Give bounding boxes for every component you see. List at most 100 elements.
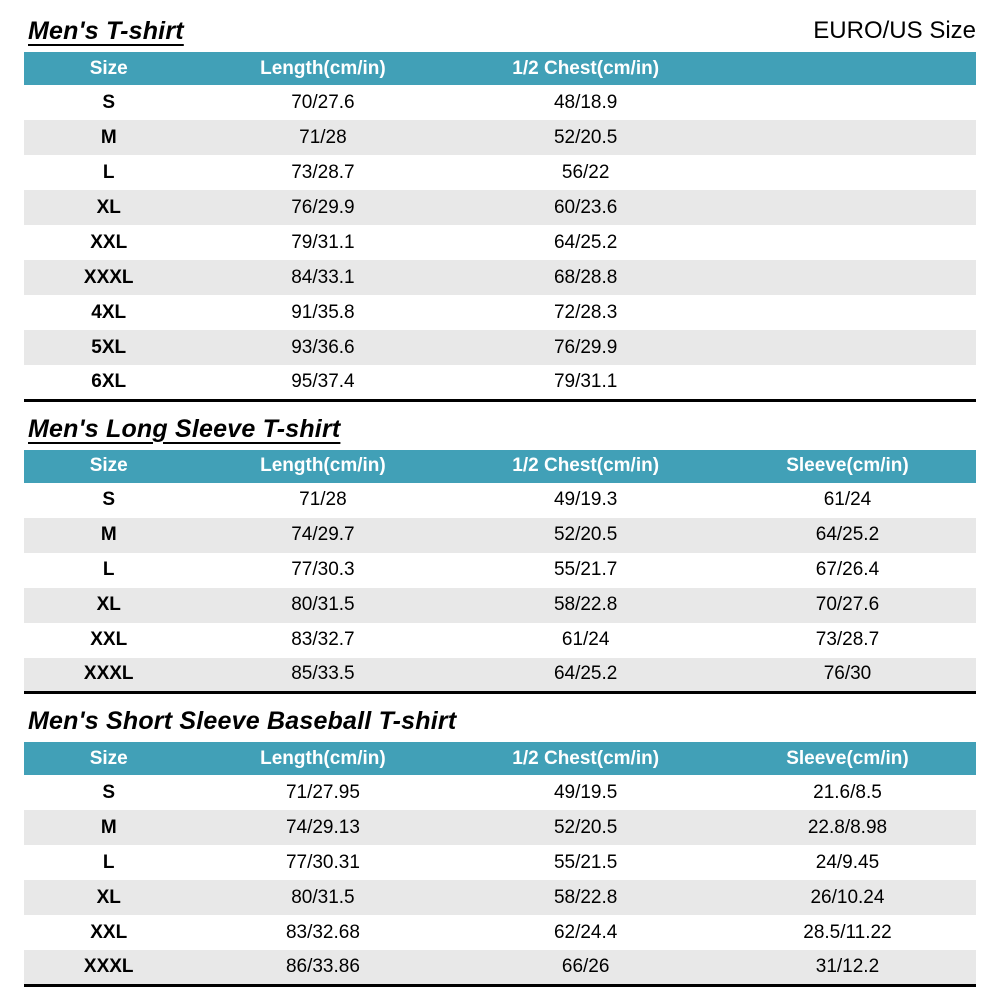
header-row: Size Length(cm/in) 1/2 Chest(cm/in) Sleeve(… (24, 742, 976, 775)
measurement-cell: 52/20.5 (553, 126, 618, 148)
size-row: XXL 83/32.68 62/24.4 28.5/11.22 (24, 915, 976, 950)
size-cell: XXXL (83, 266, 134, 288)
size-cell: 5XL (91, 336, 127, 358)
measurement-cell: 80/31.5 (291, 886, 355, 908)
size-table: Size Length(cm/in) 1/2 Chest(cm/in) Sleeve(… (24, 742, 976, 987)
measurement-cell: 68/28.8 (553, 266, 618, 288)
size-cell: L (102, 851, 115, 873)
measurement-cell (719, 190, 976, 225)
size-cell: S (102, 489, 116, 510)
size-cell: L (102, 161, 115, 183)
size-cell: L (102, 559, 115, 580)
measurement-cell: 58/22.8 (553, 594, 618, 615)
column-header: Size (24, 449, 194, 483)
measurement-cell: 61/24 (823, 489, 872, 510)
size-cell: M (100, 816, 117, 838)
size-table: Size Length(cm/in) 1/2 Chest(cm/in) S 70/27… (24, 52, 976, 402)
measurement-cell: 52/20.5 (553, 524, 618, 545)
measurement-cell: 71/28 (299, 489, 347, 510)
measurement-cell: 64/25.2 (553, 231, 618, 253)
size-row: XL 80/31.5 58/22.8 70/27.6 (24, 587, 976, 623)
measurement-cell (719, 120, 976, 155)
measurement-cell: 70/27.6 (291, 91, 355, 113)
column-header: 1/2 Chest(cm/in) (452, 449, 719, 483)
column-header: Sleeve(cm/in) (718, 449, 976, 483)
measurement-cell: 74/29.7 (291, 524, 355, 545)
size-row: S 70/27.6 48/18.9 (24, 85, 976, 120)
column-header: 1/2 Chest(cm/in) (452, 52, 719, 85)
size-row: L 73/28.7 56/22 (24, 155, 976, 190)
measurement-cell: 26/10.24 (810, 886, 885, 908)
table-body: S 70/27.6 48/18.9 M 71/28 52/20.5 L 73/28.7 56/2… (24, 85, 976, 400)
column-header: Length(cm/in) (193, 742, 453, 775)
measurement-cell: 83/32.7 (291, 629, 355, 650)
header-row: Size Length(cm/in) 1/2 Chest(cm/in) Sleeve(… (24, 449, 976, 483)
measurement-cell (719, 155, 976, 190)
measurement-cell: 61/24 (561, 629, 610, 650)
section-title-row: Men's Long Sleeve T-shirt (24, 408, 976, 444)
size-row: XXXL 85/33.5 64/25.2 76/30 (24, 657, 976, 693)
measurement-cell: 62/24.4 (553, 921, 618, 943)
section-title-row: Men's Short Sleeve Baseball T-shirt (24, 700, 976, 736)
column-header: Size (24, 52, 194, 85)
table-title: Men's Short Sleeve Baseball T-shirt (28, 707, 457, 735)
measurement-cell: 71/28 (299, 126, 347, 148)
column-header: Size (24, 742, 194, 775)
measurement-cell: 80/31.5 (291, 594, 355, 615)
column-header: 1/2 Chest(cm/in) (452, 742, 719, 775)
table-header: Size Length(cm/in) 1/2 Chest(cm/in) Sleeve(… (24, 449, 976, 483)
size-row: 6XL 95/37.4 79/31.1 (24, 365, 976, 400)
measurement-cell: 73/28.7 (291, 161, 355, 183)
size-row: XXL 83/32.7 61/24 73/28.7 (24, 622, 976, 658)
size-cell: M (100, 524, 117, 545)
column-header (718, 52, 976, 85)
measurement-cell: 73/28.7 (815, 629, 880, 650)
size-row: S 71/28 49/19.3 61/24 (24, 482, 976, 518)
measurement-cell: 95/37.4 (291, 370, 355, 392)
measurement-cell: 91/35.8 (291, 301, 355, 323)
size-cell: XL (96, 886, 121, 908)
measurement-cell: 52/20.5 (553, 816, 618, 838)
measurement-cell: 77/30.3 (291, 559, 355, 580)
size-cell: S (102, 91, 116, 113)
size-row: XXL 79/31.1 64/25.2 (24, 225, 976, 260)
size-row: 4XL 91/35.8 72/28.3 (24, 295, 976, 330)
measurement-cell: 48/18.9 (553, 91, 618, 113)
measurement-cell (719, 295, 976, 330)
size-cell: XXXL (83, 955, 134, 977)
measurement-cell: 28.5/11.22 (803, 921, 892, 943)
size-row: L 77/30.3 55/21.7 67/26.4 (24, 552, 976, 588)
size-table-section: Men's T-shirt EURO/US Size Size Length(cm… (24, 10, 976, 402)
column-header: Length(cm/in) (193, 52, 453, 85)
measurement-cell (719, 85, 976, 120)
size-row: XL 76/29.9 60/23.6 (24, 190, 976, 225)
table-body: S 71/28 49/19.3 61/24 M 74/29.7 52/20.5 64/25.2… (24, 482, 976, 693)
size-row: XXXL 84/33.1 68/28.8 (24, 260, 976, 295)
table-title: Men's T-shirt (28, 17, 184, 45)
measurement-cell (719, 260, 976, 295)
measurement-cell: 55/21.5 (553, 851, 618, 873)
size-table-section: Men's Long Sleeve T-shirt Size Length(cm/… (24, 408, 976, 694)
measurement-cell: 79/31.1 (553, 370, 618, 392)
size-standard-label: EURO/US Size (813, 17, 976, 44)
size-cell: XXL (90, 921, 128, 943)
measurement-cell: 86/33.86 (285, 955, 360, 977)
measurement-cell: 56/22 (561, 161, 610, 183)
measurement-cell: 71/27.95 (285, 781, 360, 803)
measurement-cell: 70/27.6 (815, 594, 880, 615)
measurement-cell (719, 330, 976, 365)
measurement-cell: 77/30.31 (285, 851, 360, 873)
measurement-cell: 64/25.2 (553, 663, 618, 685)
size-cell: S (102, 781, 116, 803)
table-body: S 71/27.95 49/19.5 21.6/8.5 M 74/29.13 52/20.5… (24, 775, 976, 985)
measurement-cell: 76/29.9 (553, 336, 618, 358)
measurement-cell: 66/26 (561, 955, 610, 977)
size-cell: XXXL (83, 663, 134, 685)
size-row: XXXL 86/33.86 66/26 31/12.2 (24, 950, 976, 985)
size-cell: 4XL (91, 301, 127, 323)
section-title-row: Men's T-shirt EURO/US Size (24, 10, 976, 46)
column-header: Length(cm/in) (193, 449, 453, 483)
measurement-cell: 31/12.2 (815, 955, 880, 977)
size-cell: XXL (90, 629, 128, 650)
measurement-cell: 79/31.1 (291, 231, 355, 253)
